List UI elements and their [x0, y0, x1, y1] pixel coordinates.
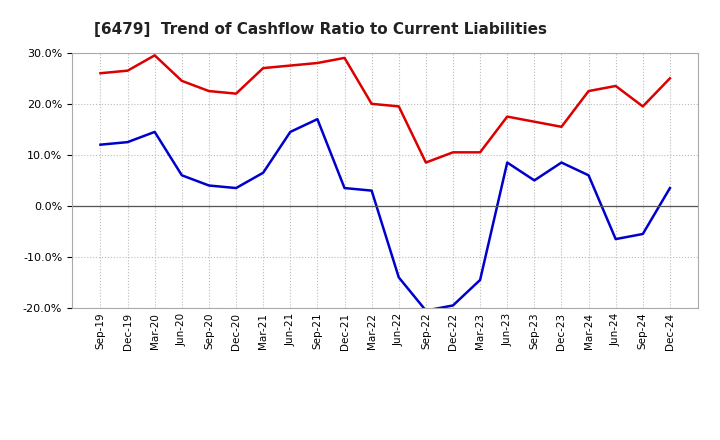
Free CF to Current Liabilities	[123, 139, 132, 145]
Free CF to Current Liabilities	[178, 172, 186, 178]
Operating CF to Current Liabilities	[232, 91, 240, 96]
Free CF to Current Liabilities	[639, 231, 647, 237]
Operating CF to Current Liabilities	[341, 55, 349, 61]
Operating CF to Current Liabilities	[639, 104, 647, 109]
Line: Operating CF to Current Liabilities: Operating CF to Current Liabilities	[101, 55, 670, 162]
Free CF to Current Liabilities	[503, 160, 511, 165]
Free CF to Current Liabilities	[232, 185, 240, 191]
Operating CF to Current Liabilities	[421, 160, 430, 165]
Free CF to Current Liabilities	[150, 129, 159, 135]
Operating CF to Current Liabilities	[395, 104, 403, 109]
Operating CF to Current Liabilities	[557, 124, 566, 129]
Text: [6479]  Trend of Cashflow Ratio to Current Liabilities: [6479] Trend of Cashflow Ratio to Curren…	[94, 22, 546, 37]
Free CF to Current Liabilities	[611, 236, 620, 242]
Free CF to Current Liabilities	[557, 160, 566, 165]
Free CF to Current Liabilities	[665, 185, 674, 191]
Free CF to Current Liabilities	[449, 303, 457, 308]
Operating CF to Current Liabilities	[530, 119, 539, 125]
Operating CF to Current Liabilities	[96, 70, 105, 76]
Operating CF to Current Liabilities	[503, 114, 511, 119]
Operating CF to Current Liabilities	[259, 66, 268, 71]
Operating CF to Current Liabilities	[150, 53, 159, 58]
Operating CF to Current Liabilities	[584, 88, 593, 94]
Operating CF to Current Liabilities	[476, 150, 485, 155]
Line: Free CF to Current Liabilities: Free CF to Current Liabilities	[101, 119, 670, 311]
Free CF to Current Liabilities	[367, 188, 376, 193]
Operating CF to Current Liabilities	[449, 150, 457, 155]
Free CF to Current Liabilities	[96, 142, 105, 147]
Free CF to Current Liabilities	[476, 277, 485, 282]
Operating CF to Current Liabilities	[313, 60, 322, 66]
Free CF to Current Liabilities	[204, 183, 213, 188]
Free CF to Current Liabilities	[530, 178, 539, 183]
Free CF to Current Liabilities	[286, 129, 294, 135]
Free CF to Current Liabilities	[313, 117, 322, 122]
Free CF to Current Liabilities	[584, 172, 593, 178]
Free CF to Current Liabilities	[421, 308, 430, 313]
Free CF to Current Liabilities	[341, 185, 349, 191]
Operating CF to Current Liabilities	[611, 83, 620, 88]
Operating CF to Current Liabilities	[367, 101, 376, 106]
Operating CF to Current Liabilities	[665, 76, 674, 81]
Operating CF to Current Liabilities	[123, 68, 132, 73]
Operating CF to Current Liabilities	[204, 88, 213, 94]
Operating CF to Current Liabilities	[286, 63, 294, 68]
Free CF to Current Liabilities	[259, 170, 268, 176]
Operating CF to Current Liabilities	[178, 78, 186, 84]
Free CF to Current Liabilities	[395, 275, 403, 280]
